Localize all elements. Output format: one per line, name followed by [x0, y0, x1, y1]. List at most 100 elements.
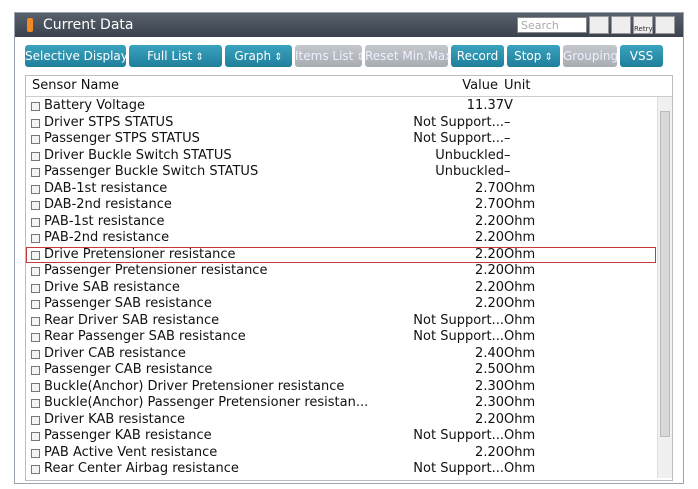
- toolbar-button: Grouping: [563, 45, 618, 67]
- table-row[interactable]: Rear Center Airbag resistance Not Support…: [26, 461, 656, 478]
- sensor-unit: Ohm: [504, 329, 536, 344]
- window: Current Data Search Retry Selective Disp…: [14, 12, 684, 484]
- sensor-unit: Ohm: [504, 345, 536, 361]
- table-row[interactable]: Driver Buckle Switch STATUS Unbuckled –: [26, 148, 656, 165]
- list-button[interactable]: [611, 16, 631, 34]
- sensor-value: 2.70: [475, 180, 504, 196]
- sensor-unit: Ohm: [504, 263, 536, 278]
- table-row[interactable]: PAB-1st resistance 2.20 Ohm: [26, 214, 656, 231]
- sensor-value: Not Support...: [413, 428, 504, 443]
- row-checkbox[interactable]: [31, 415, 40, 425]
- search-box[interactable]: Search: [517, 17, 587, 33]
- sensor-name: Passenger Buckle Switch STATUS: [44, 164, 259, 179]
- table-row[interactable]: Passenger CAB resistance 2.50 Ohm: [26, 362, 656, 379]
- table-row[interactable]: Drive Pretensioner resistance 2.20 Ohm: [26, 246, 656, 263]
- row-checkbox[interactable]: [31, 366, 40, 375]
- sensor-name: Passenger CAB resistance: [44, 362, 213, 377]
- column-header[interactable]: Value: [462, 78, 498, 93]
- table-row[interactable]: Drive SAB resistance 2.20 Ohm: [26, 280, 656, 297]
- sensor-unit: Ohm: [504, 395, 536, 410]
- row-checkbox[interactable]: [31, 168, 40, 177]
- row-checkbox[interactable]: [31, 250, 40, 260]
- sensor-name: DAB-1st resistance: [44, 180, 168, 196]
- retry-button[interactable]: Retry: [633, 16, 653, 34]
- sensor-unit: Ohm: [504, 428, 536, 443]
- row-checkbox[interactable]: [31, 217, 40, 227]
- toolbar-button[interactable]: Full List ⇕: [129, 45, 222, 67]
- table-row[interactable]: Passenger Buckle Switch STATUS Unbuckled –: [26, 164, 656, 181]
- table-row[interactable]: Passenger Pretensioner resistance 2.20 Ohm: [26, 263, 656, 280]
- sensor-value: 2.20: [475, 279, 504, 295]
- sensor-value: 2.20: [475, 296, 504, 311]
- sensor-unit: Ohm: [504, 411, 536, 427]
- button-label: Graph: [234, 49, 272, 63]
- column-header[interactable]: Sensor Name: [32, 78, 120, 93]
- table-row[interactable]: Passenger KAB resistance Not Support... Oh…: [26, 428, 656, 445]
- sensor-name: Buckle(Anchor) Driver Pretensioner resis…: [44, 378, 345, 394]
- sensor-unit: Ohm: [504, 197, 536, 212]
- table-row[interactable]: Driver STPS STATUS Not Support... –: [26, 115, 656, 132]
- sensor-unit: Ohm: [504, 246, 536, 262]
- row-checkbox[interactable]: [31, 283, 40, 293]
- table-row[interactable]: Driver CAB resistance 2.40 Ohm: [26, 346, 656, 363]
- title-bar: Current Data Search Retry: [15, 13, 683, 37]
- save-button[interactable]: [655, 16, 675, 34]
- search-button[interactable]: [589, 16, 609, 34]
- scroll-thumb[interactable]: [660, 111, 670, 437]
- row-checkbox[interactable]: [31, 432, 40, 441]
- sensor-name: PAB Active Vent resistance: [44, 444, 218, 460]
- row-checkbox[interactable]: [31, 382, 40, 392]
- sensor-value: 2.20: [475, 411, 504, 427]
- toolbar-button[interactable]: Stop ⇕: [507, 45, 560, 67]
- row-checkbox[interactable]: [31, 465, 40, 474]
- toolbar-button[interactable]: Selective Display ⇕: [25, 45, 139, 67]
- table-row[interactable]: Battery Voltage 11.37 V: [26, 98, 656, 115]
- row-checkbox[interactable]: [31, 201, 40, 210]
- sensor-name: DAB-2nd resistance: [44, 197, 172, 212]
- table-row[interactable]: DAB-1st resistance 2.70 Ohm: [26, 181, 656, 198]
- row-checkbox[interactable]: [31, 399, 40, 408]
- sensor-value: Unbuckled: [435, 164, 504, 179]
- row-checkbox[interactable]: [31, 234, 40, 243]
- sensor-value: Unbuckled: [435, 147, 504, 163]
- table-row[interactable]: PAB Active Vent resistance 2.20 Ohm: [26, 445, 656, 462]
- row-checkbox[interactable]: [31, 448, 40, 458]
- toolbar-button[interactable]: VSS: [620, 45, 663, 67]
- table-row[interactable]: Passenger SAB resistance 2.20 Ohm: [26, 296, 656, 313]
- sensor-unit: Ohm: [504, 230, 536, 245]
- row-checkbox[interactable]: [31, 316, 40, 326]
- table-row[interactable]: DAB-2nd resistance 2.70 Ohm: [26, 197, 656, 214]
- table-row[interactable]: PAB-2nd resistance 2.20 Ohm: [26, 230, 656, 247]
- row-checkbox[interactable]: [31, 184, 40, 194]
- table-row[interactable]: Passenger STPS STATUS Not Support... –: [26, 131, 656, 148]
- table-row[interactable]: Rear Passenger SAB resistance Not Support…: [26, 329, 656, 346]
- row-checkbox[interactable]: [31, 135, 40, 144]
- sensor-unit: Ohm: [504, 312, 536, 328]
- sensor-unit: Ohm: [504, 213, 536, 229]
- toolbar-button[interactable]: Graph ⇕: [225, 45, 292, 67]
- row-checkbox[interactable]: [31, 102, 40, 111]
- sensor-value: 2.30: [475, 395, 504, 410]
- table-row[interactable]: Driver KAB resistance 2.20 Ohm: [26, 412, 656, 429]
- table-row[interactable]: Rear Driver SAB resistance Not Support...…: [26, 313, 656, 330]
- row-checkbox[interactable]: [31, 349, 40, 359]
- data-table: Sensor Name Value Unit Battery Voltage 11…: [25, 75, 673, 481]
- dropdown-arrow: ⇕: [353, 52, 365, 63]
- sensor-name: Battery Voltage: [44, 98, 146, 113]
- table-row[interactable]: Buckle(Anchor) Passenger Pretensioner re…: [26, 395, 656, 412]
- row-checkbox[interactable]: [31, 118, 40, 128]
- table-row[interactable]: Buckle(Anchor) Driver Pretensioner resis…: [26, 379, 656, 396]
- sensor-value: 2.70: [475, 197, 504, 212]
- button-label: Full List: [147, 49, 193, 63]
- toolbar-button[interactable]: Record: [451, 45, 504, 67]
- row-checkbox[interactable]: [31, 267, 40, 276]
- sensor-name: Passenger SAB resistance: [44, 296, 212, 311]
- title-icon: [27, 18, 33, 32]
- column-header[interactable]: Unit: [504, 78, 531, 93]
- row-checkbox[interactable]: [31, 333, 40, 342]
- button-label: Items List: [295, 49, 354, 63]
- scrollbar[interactable]: [657, 97, 672, 478]
- row-checkbox[interactable]: [31, 151, 40, 161]
- row-checkbox[interactable]: [31, 300, 40, 309]
